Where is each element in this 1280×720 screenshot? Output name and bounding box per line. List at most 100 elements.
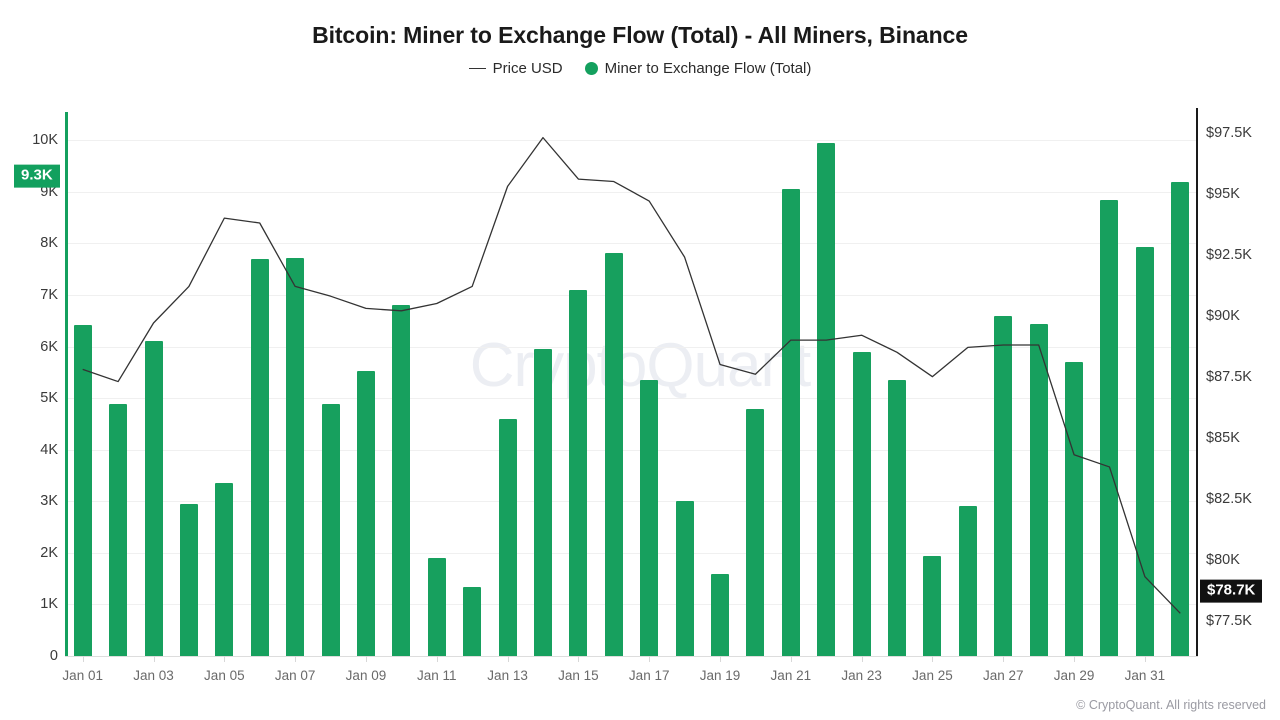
y-axis-left-tick: 6K — [40, 338, 58, 355]
x-axis-tick-label: Jan 23 — [841, 668, 882, 683]
bar[interactable] — [1100, 199, 1119, 656]
x-axis — [65, 656, 1198, 657]
x-axis-tick-mark — [649, 656, 651, 662]
x-axis-tick-mark — [295, 656, 297, 662]
line-dash-icon — [468, 68, 486, 69]
y-axis-left-tick: 7K — [40, 287, 58, 304]
bar[interactable] — [923, 555, 942, 656]
x-axis-tick-mark — [82, 656, 84, 662]
gridline — [65, 191, 1198, 193]
chart-legend: Price USD Miner to Exchange Flow (Total) — [0, 60, 1280, 77]
y-axis-left — [65, 112, 68, 656]
bar[interactable] — [215, 483, 234, 656]
legend-item-flow[interactable]: Miner to Exchange Flow (Total) — [584, 60, 812, 77]
x-axis-tick-mark — [1003, 656, 1005, 662]
bar[interactable] — [286, 257, 305, 656]
bar[interactable] — [144, 341, 163, 656]
x-axis-tick-label: Jan 17 — [628, 668, 670, 683]
y-axis-right-tick: $80K — [1206, 551, 1240, 568]
bar[interactable] — [569, 289, 588, 656]
x-axis-tick-mark — [861, 656, 863, 662]
x-axis-tick-mark — [224, 656, 226, 662]
y-axis-right-tick: $90K — [1206, 307, 1240, 324]
bar[interactable] — [73, 324, 92, 656]
legend-label-flow: Miner to Exchange Flow (Total) — [604, 60, 812, 77]
bar[interactable] — [533, 349, 552, 656]
y-axis-left-tick: 8K — [40, 235, 58, 252]
y-axis-left-tick: 9K — [40, 183, 58, 200]
x-axis-tick-mark — [507, 656, 509, 662]
y-axis-left-tick: 2K — [40, 544, 58, 561]
y-axis-right-tick: $95K — [1206, 185, 1240, 202]
gridline — [65, 140, 1198, 142]
bar[interactable] — [994, 315, 1013, 656]
bar[interactable] — [817, 142, 836, 656]
price-line-series — [82, 136, 1181, 614]
x-axis-tick-mark — [932, 656, 934, 662]
y-axis-left-tick: 1K — [40, 596, 58, 613]
x-axis-tick-label: Jan 01 — [62, 668, 103, 683]
x-axis-tick-label: Jan 31 — [1124, 668, 1166, 683]
x-axis-tick-label: Jan 25 — [912, 668, 953, 683]
price-line-path — [82, 136, 1181, 614]
y-axis-left-tick: 10K — [32, 132, 58, 149]
bar[interactable] — [392, 305, 411, 656]
x-axis-tick-mark — [1144, 656, 1146, 662]
x-axis-tick-label: Jan 29 — [1053, 668, 1095, 683]
bar[interactable] — [1171, 181, 1190, 656]
circle-dot-icon — [584, 62, 598, 75]
x-axis-tick-label: Jan 09 — [345, 668, 387, 683]
bar[interactable] — [852, 351, 871, 656]
x-axis-tick-mark — [720, 656, 722, 662]
left-axis-value-badge: 9.3K — [14, 165, 60, 188]
bar[interactable] — [427, 558, 446, 656]
gridline — [65, 552, 1198, 554]
x-axis-tick-label: Jan 21 — [770, 668, 812, 683]
x-axis-tick-label: Jan 05 — [204, 668, 245, 683]
x-axis-tick-label: Jan 15 — [558, 668, 599, 683]
gridline — [65, 243, 1198, 245]
x-axis-tick-label: Jan 19 — [699, 668, 741, 683]
bar[interactable] — [250, 258, 269, 656]
bar[interactable] — [463, 587, 482, 656]
bar[interactable] — [675, 500, 694, 656]
y-axis-right-tick: $82.5K — [1206, 490, 1252, 507]
gridline — [65, 346, 1198, 348]
bar[interactable] — [888, 379, 907, 656]
bar[interactable] — [356, 371, 375, 656]
gridline — [65, 501, 1198, 503]
x-axis-tick-mark — [436, 656, 438, 662]
x-axis-tick-label: Jan 13 — [487, 668, 528, 683]
bar[interactable] — [179, 504, 198, 656]
y-axis-right-tick: $85K — [1206, 429, 1240, 446]
y-axis-left-tick: 5K — [40, 390, 58, 407]
x-axis-tick-label: Jan 03 — [133, 668, 174, 683]
bar[interactable] — [498, 418, 517, 656]
y-axis-left-tick: 3K — [40, 493, 58, 510]
plot-area — [65, 112, 1198, 657]
legend-item-price[interactable]: Price USD — [468, 60, 563, 77]
y-axis-left-tick: 0 — [49, 648, 58, 664]
x-axis-tick-mark — [790, 656, 792, 662]
bar[interactable] — [1135, 246, 1154, 656]
bar[interactable] — [640, 380, 659, 656]
gridline — [65, 398, 1198, 400]
legend-label-price: Price USD — [492, 60, 563, 77]
y-axis-right-tick: $87.5K — [1206, 368, 1252, 385]
bar[interactable] — [109, 404, 128, 656]
bar[interactable] — [1065, 362, 1084, 656]
right-axis-value-badge: $78.7K — [1200, 579, 1263, 603]
bar[interactable] — [746, 408, 765, 656]
bar[interactable] — [604, 252, 623, 656]
x-axis-tick-mark — [1074, 656, 1076, 662]
bar[interactable] — [958, 506, 977, 656]
gridline — [65, 295, 1198, 297]
bar[interactable] — [781, 189, 800, 656]
y-axis-right-tick: $77.5K — [1206, 612, 1252, 629]
x-axis-tick-label: Jan 11 — [417, 668, 457, 683]
bar[interactable] — [711, 573, 730, 656]
bar[interactable] — [1029, 323, 1048, 656]
bar[interactable] — [321, 404, 340, 656]
x-axis-tick-mark — [578, 656, 580, 662]
x-axis-tick-label: Jan 07 — [274, 668, 316, 683]
